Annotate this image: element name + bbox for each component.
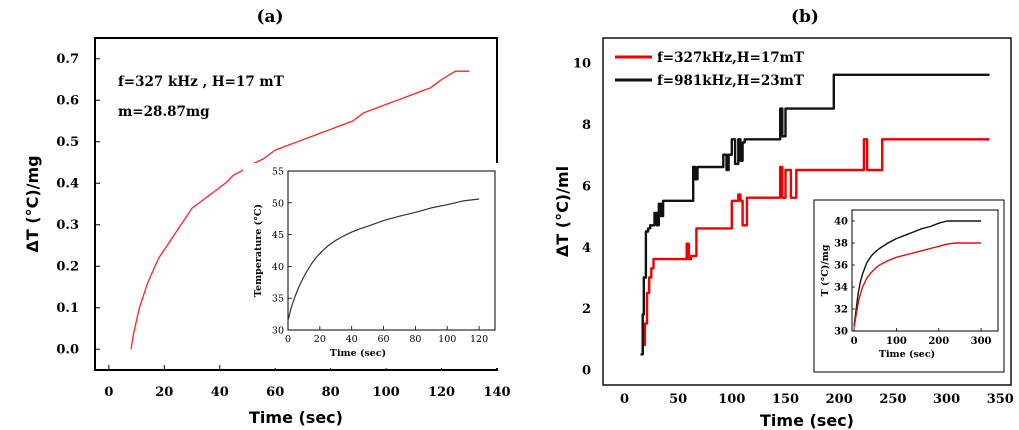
inset-x-tick-label: 100: [438, 334, 456, 345]
y-tick-label: 0.5: [56, 135, 79, 150]
annotation-mass: m=28.87mg: [118, 104, 210, 120]
x-tick-label: 0: [620, 392, 629, 407]
x-tick-label: 120: [428, 385, 455, 400]
x-tick-label: 40: [211, 385, 229, 400]
inset-series-line-1: [853, 220, 982, 326]
inset-x-tick-label: 60: [377, 334, 389, 345]
inset-y-tick-label: 34: [834, 283, 848, 294]
x-tick-label: 20: [155, 385, 173, 400]
x-tick-label: 80: [322, 385, 340, 400]
y-tick-label: 4: [582, 241, 591, 256]
y-tick-label: 0.6: [56, 93, 79, 108]
panel-a-label: (a): [256, 7, 283, 27]
inset-y-tick-label: 35: [272, 294, 284, 305]
x-tick-label: 150: [772, 392, 799, 407]
inset-y-tick-label: 30: [834, 327, 848, 338]
inset-y-tick-label: 55: [272, 167, 284, 178]
inset-x-tick-label: 300: [971, 336, 992, 347]
inset-x-tick-label: 100: [886, 336, 907, 347]
x-tick-label: 200: [826, 392, 853, 407]
y-axis-title: ΔT (°C)/mg: [23, 155, 42, 252]
x-tick-label: 300: [933, 392, 960, 407]
inset-x-tick-label: 0: [851, 336, 858, 347]
inset-series-line-2: [853, 242, 982, 328]
x-tick-label: 100: [373, 385, 400, 400]
x-axis-title: Time (sec): [249, 408, 343, 427]
x-tick-label: 50: [669, 392, 687, 407]
series-line-1: [640, 138, 990, 356]
inset-y-tick-label: 40: [272, 262, 284, 273]
inset-y-axis-title: Temperature (°C): [253, 204, 264, 297]
inset-y-tick-label: 36: [834, 261, 848, 272]
y-tick-label: 2: [582, 302, 591, 317]
y-tick-label: 10: [573, 57, 591, 72]
legend: f=327kHz,H=17mT f=981kHz,H=23mT: [615, 50, 804, 89]
inset-a-frame: [287, 170, 496, 331]
inset-x-tick-label: 0: [285, 334, 291, 345]
inset-x-tick-label: 20: [314, 334, 326, 345]
y-tick-label: 0.1: [56, 301, 79, 316]
inset-y-tick-label: 45: [272, 230, 284, 241]
inset-x-tick-label: 80: [409, 334, 421, 345]
inset-b-frame: [851, 209, 999, 332]
inset-y-tick-label: 32: [834, 305, 848, 316]
series-line-a: [130, 70, 470, 350]
y-tick-label: 0: [582, 364, 591, 379]
y-tick-label: 0.0: [56, 342, 79, 357]
inset-x-tick-label: 40: [346, 334, 358, 345]
inset-x-axis-title: Time (sec): [879, 349, 935, 360]
y-tick-label: 0.2: [56, 259, 79, 274]
y-tick-label: 8: [582, 118, 591, 133]
inset-y-tick-label: 40: [834, 217, 848, 228]
inset-x-tick-label: 200: [928, 336, 949, 347]
y-tick-label: 6: [582, 179, 591, 194]
inset-b-background: [813, 199, 1005, 373]
inset-a: 30 35 40 45 50 55 0 20 40 60 80 100 120 Time (sec) Tem…: [243, 163, 499, 368]
y-tick-label: 0.3: [56, 218, 79, 233]
x-tick-label: 350: [987, 392, 1014, 407]
inset-y-tick-label: 38: [834, 239, 848, 250]
x-tick-label: 60: [266, 385, 284, 400]
inset-y-axis-title: T (°C)/mg: [820, 244, 831, 296]
x-tick-label: 250: [879, 392, 906, 407]
inset-y-tick-label: 30: [272, 326, 284, 337]
x-tick-label: 0: [104, 385, 113, 400]
inset-y-tick-label: 50: [272, 198, 284, 209]
x-tick-label: 100: [718, 392, 745, 407]
legend-entry: f=981kHz,H=23mT: [657, 73, 804, 89]
inset-x-axis-title: Time (sec): [330, 348, 386, 359]
annotation-freq-field: f=327 kHz , H=17 mT: [118, 74, 284, 90]
y-axis-title: ΔT (°C)/ml: [553, 166, 572, 257]
inset-a-background: [243, 163, 499, 368]
inset-b: 30 32 34 36 38 40 0 100 200 300 Time (sec) T (°C)/m…: [813, 199, 1005, 373]
x-tick-label: 140: [483, 385, 510, 400]
panel-a: (a) 0.0 0.1 0.2 0.3 0.4 0.5 0.6 0.7 0 20 40 60 80 100 1…: [23, 7, 511, 427]
panel-b-label: (b): [791, 7, 819, 27]
x-axis-title: Time (sec): [760, 411, 854, 430]
series-line-2: [640, 73, 990, 356]
y-tick-label: 0.4: [56, 176, 79, 191]
y-tick-label: 0.7: [56, 52, 79, 67]
legend-entry: f=327kHz,H=17mT: [657, 50, 804, 66]
inset-x-tick-label: 120: [470, 334, 488, 345]
inset-series-line-a: [287, 198, 480, 321]
